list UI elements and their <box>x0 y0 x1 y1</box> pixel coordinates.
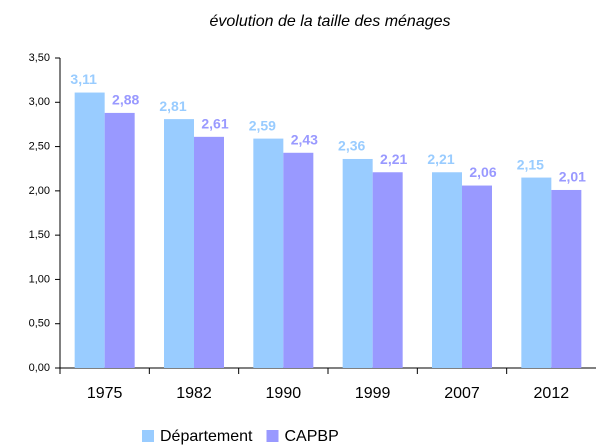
legend-label: Département <box>160 428 253 445</box>
value-label: 2,21 <box>380 151 407 167</box>
bar <box>104 112 135 369</box>
bar <box>283 152 314 368</box>
bar <box>372 172 403 368</box>
value-label: 2,15 <box>517 156 544 172</box>
x-tick-label: 1999 <box>355 385 391 402</box>
bar <box>551 189 582 368</box>
bar <box>462 185 492 368</box>
x-tick-label: 2012 <box>534 385 570 402</box>
legend-swatch <box>266 430 279 442</box>
value-label: 2,61 <box>201 116 228 132</box>
y-tick-label: 2,50 <box>29 140 50 152</box>
value-label: 2,01 <box>559 169 586 185</box>
y-tick-label: 2,00 <box>29 185 50 197</box>
legend-label: CAPBP <box>285 428 339 445</box>
value-label: 2,81 <box>159 98 186 114</box>
x-tick-label: 2007 <box>444 385 480 402</box>
value-label: 2,06 <box>469 164 496 180</box>
bar <box>74 92 105 369</box>
y-tick-label: 0,50 <box>29 318 50 330</box>
y-tick-label: 1,50 <box>29 229 50 241</box>
y-tick-label: 3,00 <box>29 96 50 108</box>
x-tick-label: 1982 <box>176 385 212 402</box>
value-label: 2,59 <box>249 117 276 133</box>
x-tick-label: 1975 <box>87 385 123 402</box>
bar <box>432 172 462 368</box>
value-label: 2,43 <box>291 131 318 147</box>
y-tick-label: 0,00 <box>29 362 50 374</box>
value-label: 2,36 <box>338 138 365 154</box>
legend-swatch <box>142 430 154 442</box>
bar <box>521 177 552 368</box>
chart-title: évolution de la taille des ménages <box>209 13 450 30</box>
value-label: 3,11 <box>70 71 97 87</box>
value-label: 2,21 <box>427 151 454 167</box>
bar <box>253 138 284 368</box>
y-tick-label: 1,00 <box>29 273 50 285</box>
bar <box>164 119 194 368</box>
y-tick-label: 3,50 <box>29 52 50 64</box>
bar <box>194 136 224 368</box>
x-tick-label: 1990 <box>266 385 302 402</box>
value-label: 2,88 <box>112 92 139 108</box>
bar <box>342 158 373 368</box>
